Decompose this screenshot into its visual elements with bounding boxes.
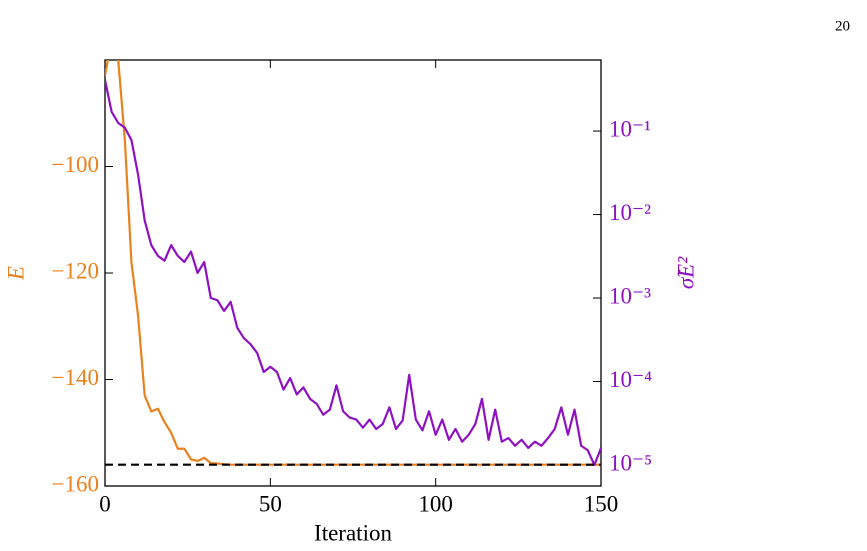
x-tick-label: 100 xyxy=(418,491,453,516)
y2-tick-label: 10⁻³ xyxy=(609,283,651,308)
x-tick-label: 0 xyxy=(99,491,111,516)
y-tick-label: −160 xyxy=(52,471,99,496)
data-line xyxy=(105,60,601,466)
x-tick-label: 50 xyxy=(259,491,282,516)
y2-tick-label: 10⁻⁵ xyxy=(609,450,652,475)
y2-axis-label: σ̃E² xyxy=(673,256,698,289)
x-axis-label: Iteration xyxy=(314,520,392,545)
y2-tick-label: 10⁻² xyxy=(609,200,651,225)
y-axis-label: E xyxy=(3,266,28,281)
page-number: 20 xyxy=(835,18,850,34)
y2-tick-label: 10⁻⁴ xyxy=(609,367,652,392)
x-tick-label: 150 xyxy=(584,491,619,516)
plot-frame xyxy=(104,59,602,487)
y2-tick-label: 10⁻¹ xyxy=(609,116,651,141)
data-line xyxy=(105,79,601,467)
y-tick-label: −120 xyxy=(52,258,99,283)
y-tick-label: −100 xyxy=(52,152,99,177)
y-tick-label: −140 xyxy=(52,365,99,390)
